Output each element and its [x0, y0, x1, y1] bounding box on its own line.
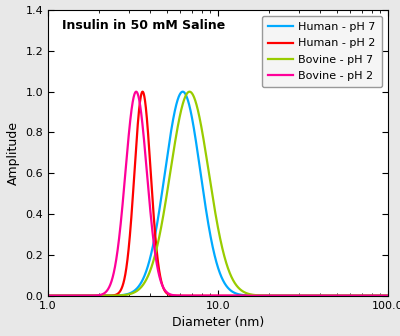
Bovine - pH 2: [191, 294, 196, 298]
Bovine - pH 7: [46, 294, 50, 298]
Line: Human - pH 7: Human - pH 7: [48, 92, 388, 296]
Bovine - pH 2: [342, 294, 347, 298]
Bovine - pH 2: [134, 90, 139, 94]
Text: Insulin in 50 mM Saline: Insulin in 50 mM Saline: [62, 18, 225, 32]
Y-axis label: Amplitude: Amplitude: [7, 121, 20, 185]
Human - pH 2: [386, 294, 390, 298]
Human - pH 2: [84, 294, 89, 298]
Legend: Human - pH 7, Human - pH 2, Bovine - pH 7, Bovine - pH 2: Human - pH 7, Human - pH 2, Bovine - pH …: [262, 16, 382, 87]
Human - pH 2: [46, 294, 50, 298]
Bovine - pH 7: [191, 93, 196, 97]
Human - pH 7: [342, 294, 347, 298]
Bovine - pH 7: [104, 294, 109, 298]
Human - pH 7: [84, 294, 89, 298]
Bovine - pH 2: [104, 289, 109, 293]
Human - pH 2: [104, 294, 109, 298]
Human - pH 7: [104, 294, 109, 298]
Bovine - pH 2: [379, 294, 384, 298]
Human - pH 7: [176, 96, 181, 100]
X-axis label: Diameter (nm): Diameter (nm): [172, 316, 264, 329]
Human - pH 7: [180, 90, 185, 94]
Bovine - pH 7: [84, 294, 89, 298]
Line: Human - pH 2: Human - pH 2: [48, 92, 388, 296]
Bovine - pH 2: [84, 294, 89, 298]
Human - pH 2: [342, 294, 347, 298]
Bovine - pH 7: [379, 294, 384, 298]
Bovine - pH 2: [176, 294, 181, 298]
Line: Bovine - pH 2: Bovine - pH 2: [48, 92, 388, 296]
Bovine - pH 7: [187, 90, 192, 94]
Bovine - pH 2: [46, 294, 50, 298]
Human - pH 2: [176, 294, 181, 298]
Human - pH 7: [46, 294, 50, 298]
Bovine - pH 2: [386, 294, 390, 298]
Human - pH 2: [379, 294, 384, 298]
Bovine - pH 7: [176, 121, 181, 125]
Human - pH 2: [191, 294, 196, 298]
Human - pH 7: [191, 123, 196, 127]
Bovine - pH 7: [386, 294, 390, 298]
Line: Bovine - pH 7: Bovine - pH 7: [48, 92, 388, 296]
Human - pH 7: [386, 294, 390, 298]
Human - pH 7: [379, 294, 384, 298]
Human - pH 2: [140, 90, 145, 94]
Bovine - pH 7: [342, 294, 347, 298]
